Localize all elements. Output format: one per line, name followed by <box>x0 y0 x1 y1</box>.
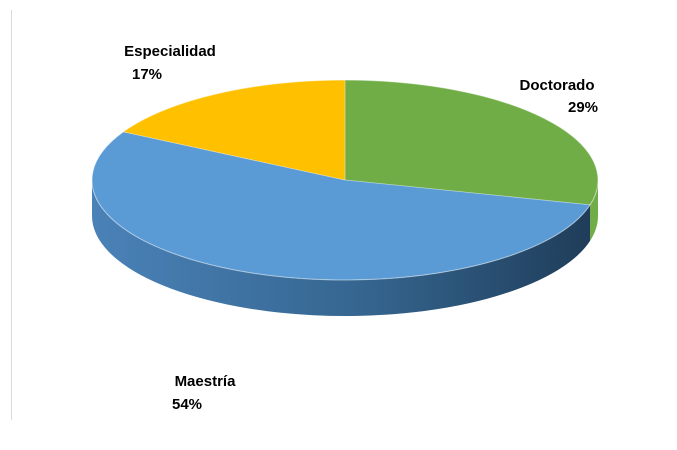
label-especialidad-value: 17% <box>132 66 162 83</box>
pie-top-layer <box>91 79 599 281</box>
pie-slice-maestria <box>91 131 591 281</box>
label-especialidad-name: Especialidad <box>124 43 216 60</box>
pie-side-layer <box>92 180 598 316</box>
label-doctorado-name: Doctorado <box>520 77 595 94</box>
pie-side-maestria <box>92 180 591 316</box>
left-border-line <box>11 10 12 420</box>
pie-slice-especialidad <box>122 79 346 181</box>
pie-rim-highlight <box>91 79 599 281</box>
label-maestria-value: 54% <box>172 396 202 413</box>
pie-labels: Doctorado 29% Maestría 54% Especialidad … <box>124 43 598 413</box>
pie-slice-doctorado <box>344 79 599 206</box>
label-doctorado-value: 29% <box>568 99 598 116</box>
pie-side-doctorado <box>590 180 598 241</box>
label-maestria-name: Maestría <box>175 373 237 390</box>
